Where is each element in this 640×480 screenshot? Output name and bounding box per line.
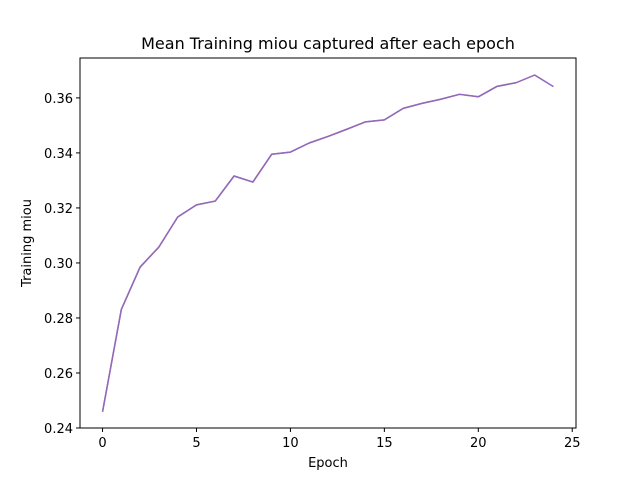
- y-tick-label: 0.34: [44, 147, 73, 162]
- y-tick-label: 0.30: [44, 257, 73, 272]
- plot-frame: [79, 57, 577, 429]
- tick-layer: 0 5 10 15 20 25 0.24 0.26 0.28 0.30 0.32 0.34 0.36: [44, 92, 580, 451]
- series-layer: [101, 74, 554, 412]
- x-axis-label: Epoch: [308, 456, 348, 471]
- chart-title: Mean Training miou captured after each e…: [141, 34, 515, 53]
- y-tick-label: 0.24: [44, 422, 73, 437]
- y-tick-label: 0.28: [44, 312, 73, 327]
- x-tick-label: 25: [564, 436, 581, 451]
- y-tick-label: 0.32: [44, 202, 73, 217]
- x-tick-label: 5: [192, 436, 200, 451]
- x-tick-label: 15: [376, 436, 393, 451]
- x-tick-label: 20: [470, 436, 487, 451]
- x-tick-label: 0: [98, 436, 106, 451]
- y-tick-label: 0.26: [44, 367, 73, 382]
- series-line-0: [101, 74, 554, 412]
- x-tick-label: 10: [282, 436, 299, 451]
- y-tick-label: 0.36: [44, 92, 73, 107]
- y-axis-label: Training miou: [20, 199, 35, 288]
